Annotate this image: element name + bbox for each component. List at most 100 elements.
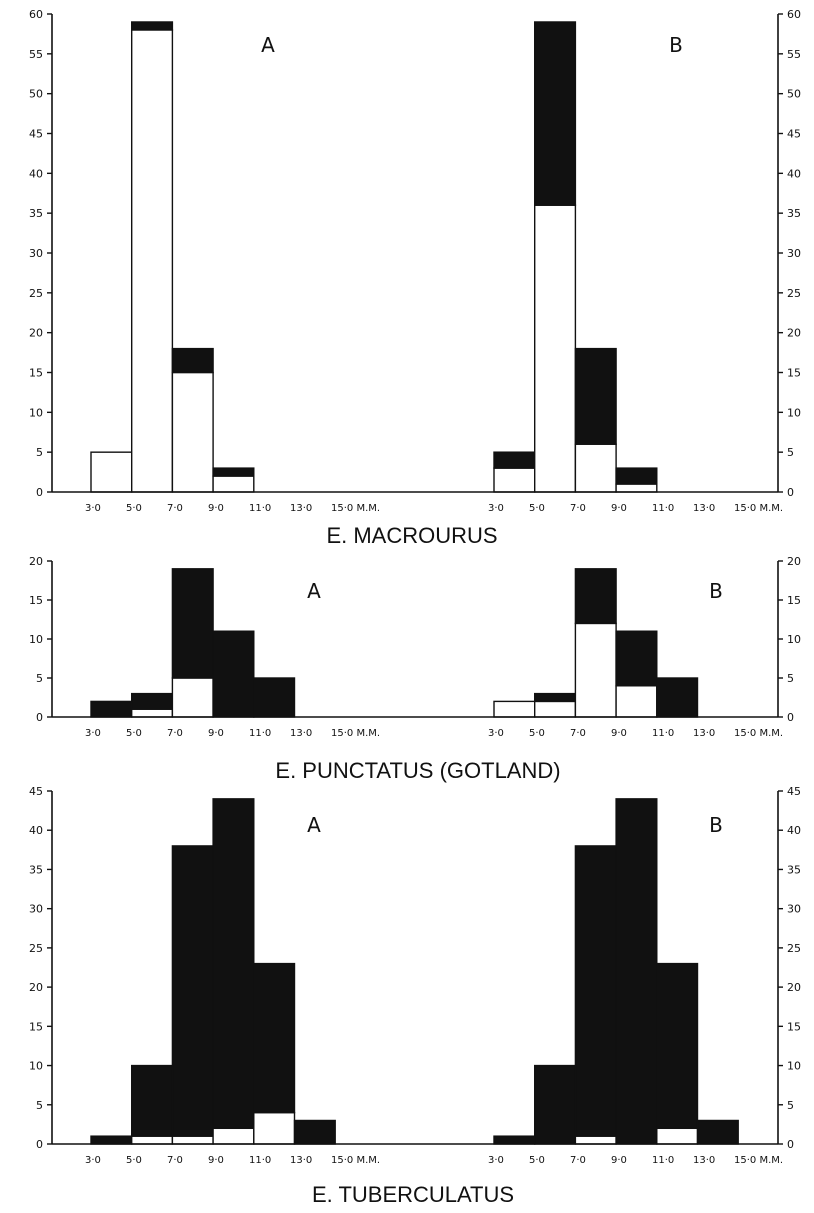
y-tick-label: 20	[29, 555, 43, 568]
bar-segment-white	[493, 467, 536, 493]
x-tick-label: 11·0	[249, 503, 271, 514]
y-tick-label: 60	[29, 8, 43, 21]
bar-segment-black	[293, 1119, 336, 1145]
y-tick-label: 0	[787, 1138, 794, 1151]
bar-segment-black	[615, 467, 658, 485]
y-tick-label: 15	[787, 594, 801, 607]
x-tick-label: 3·0	[85, 728, 101, 739]
x-tick-label: 11·0	[652, 1155, 674, 1166]
x-tick-label: 5·0	[529, 503, 545, 514]
x-tick-label: 13·0	[693, 1155, 715, 1166]
x-tick-label: 5·0	[126, 503, 142, 514]
y-tick-label: 5	[787, 1099, 794, 1112]
y-tick-label: 30	[29, 903, 43, 916]
y-tick-label: 45	[29, 785, 43, 798]
bar-segment-black	[534, 692, 577, 703]
x-tick-label: 15·0 M.M.	[734, 1155, 783, 1166]
bar-segment-black	[130, 692, 174, 710]
bar-segment-white	[656, 1127, 699, 1145]
bar-segment-black	[171, 568, 214, 679]
x-ticks-tuberculatus: 3·0 5·0 7·0 9·0 11·0 13·0 15·0 M.M. 3·0 5·0 7·0 9·…	[85, 1155, 783, 1166]
bar-segment-white	[171, 371, 214, 493]
y-tick-label: 20	[29, 327, 43, 340]
y-tick-label: 40	[787, 824, 801, 837]
y-tick-label: 25	[787, 287, 801, 300]
y-tick-label: 20	[787, 981, 801, 994]
bar-segment-white	[574, 1135, 617, 1145]
y-tick-label: 50	[29, 88, 43, 101]
bar-segment-white	[493, 700, 536, 718]
y-tick-label: 5	[36, 446, 43, 459]
x-tick-label: 3·0	[85, 1155, 101, 1166]
x-tick-label: 13·0	[290, 1155, 312, 1166]
x-tick-label: 7·0	[167, 1155, 183, 1166]
x-ticks-macrourus: 3·0 5·0 7·0 9·0 11·0 13·0 15·0 M.M. 3·0 5·0 7·0 9·…	[85, 503, 783, 514]
bar-segment-white	[130, 29, 174, 493]
bar-segment-black	[574, 568, 617, 625]
panel-label-a: A	[261, 33, 275, 57]
x-tick-label: 7·0	[167, 728, 183, 739]
x-tick-label: 13·0	[290, 503, 312, 514]
y-tick-label: 45	[787, 128, 801, 141]
bar-segment-white	[615, 483, 658, 493]
bar-segment-white	[90, 451, 133, 493]
bar-segment-black	[493, 451, 536, 469]
x-tick-label: 3·0	[488, 503, 504, 514]
y-tick-label: 10	[29, 1060, 43, 1073]
bar-segment-black	[534, 21, 577, 206]
bar-segment-black	[212, 798, 255, 1130]
x-tick-label: 15·0 M.M.	[331, 503, 380, 514]
y-tick-label: 0	[36, 1138, 43, 1151]
y-tick-label: 15	[787, 367, 801, 380]
panel-label-b: B	[669, 33, 683, 57]
bar-segment-black	[253, 962, 296, 1114]
y-tick-label: 40	[29, 167, 43, 180]
y-tick-label: 35	[787, 863, 801, 876]
bar-segment-white	[534, 700, 577, 718]
panel-label-a: A	[307, 813, 321, 837]
bars-punctatus	[90, 568, 699, 718]
y-tick-label: 10	[787, 406, 801, 419]
x-tick-label: 5·0	[126, 728, 142, 739]
x-tick-label: 11·0	[652, 728, 674, 739]
x-tick-label: 3·0	[488, 1155, 504, 1166]
x-tick-label: 5·0	[529, 1155, 545, 1166]
y-tick-label: 10	[787, 1060, 801, 1073]
bar-segment-white	[534, 204, 577, 493]
y-tick-label: 5	[787, 672, 794, 685]
y-tick-label: 35	[29, 207, 43, 220]
y-tick-label: 0	[787, 711, 794, 724]
y-tick-label: 35	[29, 863, 43, 876]
bar-segment-white	[171, 1135, 214, 1145]
y-tick-label: 30	[29, 247, 43, 260]
y-tick-label: 15	[29, 1020, 43, 1033]
y-tick-label: 20	[29, 981, 43, 994]
y-tick-label: 15	[787, 1020, 801, 1033]
x-tick-label: 11·0	[652, 503, 674, 514]
y-tick-label: 20	[787, 555, 801, 568]
bar-segment-black	[534, 1064, 577, 1145]
x-tick-label: 15·0 M.M.	[734, 503, 783, 514]
y-tick-label: 0	[787, 486, 794, 499]
x-tick-label: 11·0	[249, 728, 271, 739]
y-tick-label: 10	[29, 406, 43, 419]
bar-segment-white	[130, 708, 174, 718]
y-tick-label: 5	[36, 1099, 43, 1112]
y-tick-label: 35	[787, 207, 801, 220]
bar-segment-black	[130, 21, 174, 31]
y-tick-label: 15	[29, 594, 43, 607]
y-tick-label: 25	[29, 287, 43, 300]
bar-segment-black	[171, 845, 214, 1137]
bar-segment-white	[574, 443, 617, 493]
bar-segment-black	[656, 677, 699, 718]
bar-segment-white	[212, 475, 255, 493]
y-tick-label: 5	[787, 446, 794, 459]
x-tick-label: 7·0	[570, 728, 586, 739]
bar-segment-black	[253, 677, 296, 718]
y-tick-label: 60	[787, 8, 801, 21]
x-tick-label: 7·0	[570, 1155, 586, 1166]
bar-segment-black	[171, 347, 214, 374]
bars-macrourus	[90, 21, 658, 493]
y-tick-label: 0	[36, 486, 43, 499]
x-ticks-punctatus: 3·0 5·0 7·0 9·0 11·0 13·0 15·0 M.M. 3·0 5·0 7·0 9·…	[85, 728, 783, 739]
